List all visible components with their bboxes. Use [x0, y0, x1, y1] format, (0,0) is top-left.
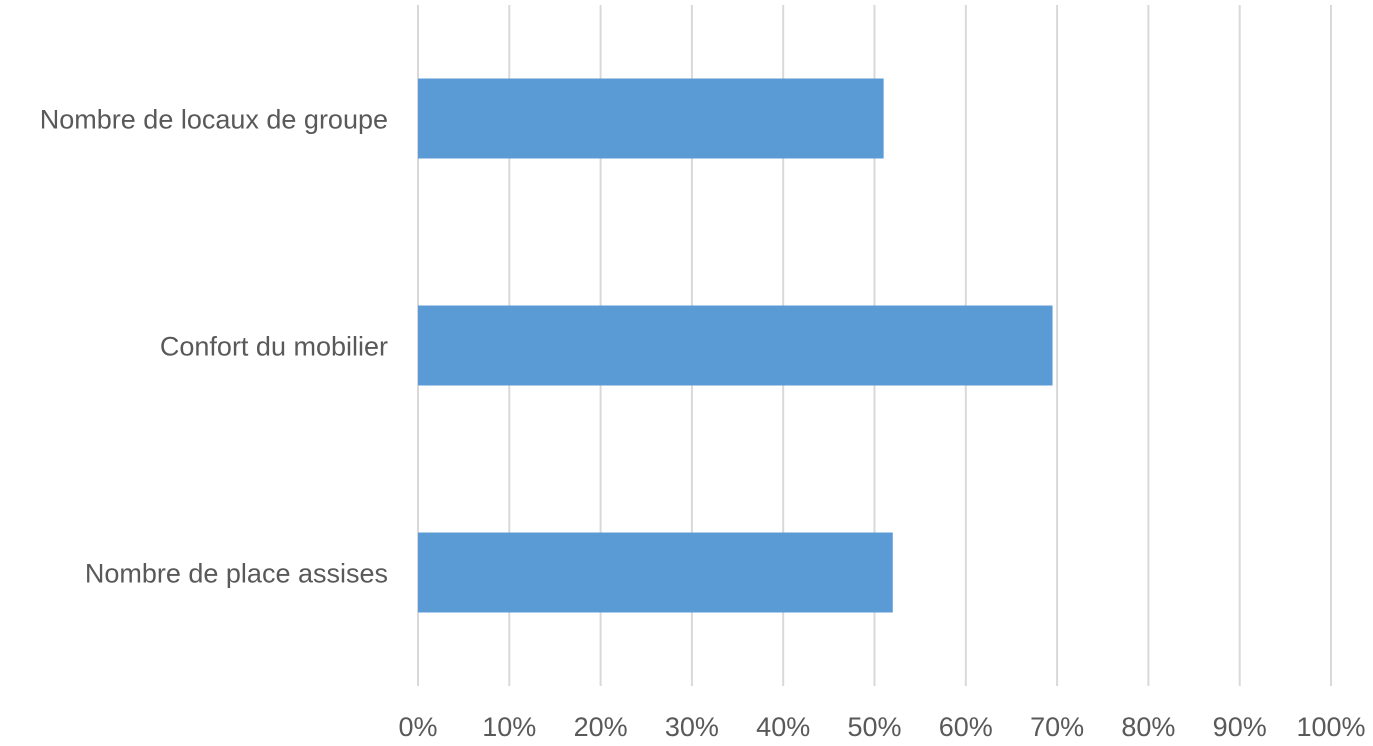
x-tick-label: 50%	[847, 712, 901, 742]
x-tick-label: 80%	[1121, 712, 1175, 742]
x-tick-label: 40%	[756, 712, 810, 742]
bar	[418, 532, 893, 613]
x-tick-label: 0%	[398, 712, 437, 742]
x-tick-label: 30%	[665, 712, 719, 742]
bar	[418, 78, 884, 159]
bar	[418, 305, 1053, 386]
category-labels: Nombre de locaux de groupe Confort du mob…	[40, 105, 388, 589]
x-tick-label: 10%	[482, 712, 536, 742]
category-label: Confort du mobilier	[160, 332, 388, 362]
category-label: Nombre de place assises	[85, 559, 388, 589]
category-label: Nombre de locaux de groupe	[40, 105, 388, 135]
x-tick-label: 90%	[1213, 712, 1267, 742]
x-tick-label: 60%	[939, 712, 993, 742]
bars	[418, 78, 1053, 613]
x-tick-label: 100%	[1296, 712, 1365, 742]
x-tick-label: 20%	[574, 712, 628, 742]
x-axis-tick-labels: 0% 10% 20% 30% 40% 50% 60% 70% 80% 90% 100%	[398, 712, 1365, 742]
x-tick-label: 70%	[1030, 712, 1084, 742]
